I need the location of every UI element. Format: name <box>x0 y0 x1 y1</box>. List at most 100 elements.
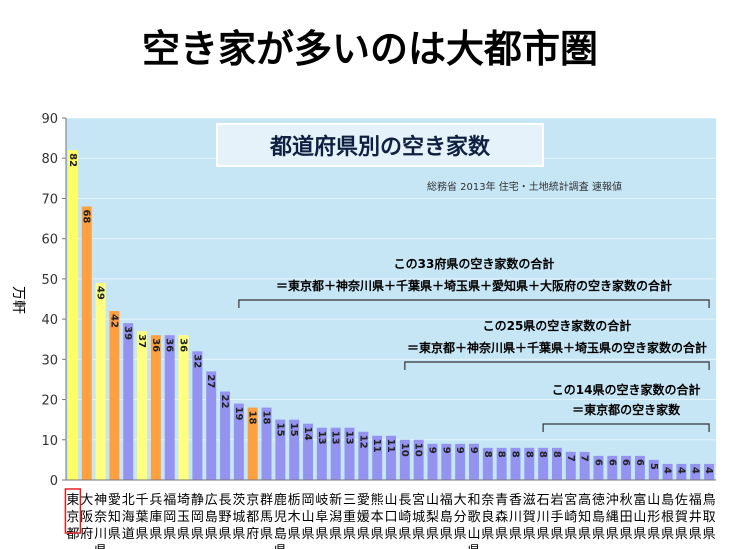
annotation-bracket <box>542 423 710 432</box>
annotation-line2: ＝東京都＋神奈川県＋千葉県＋埼玉県の空き家数の合計 <box>407 340 707 355</box>
x-tick-label: 栃木県 <box>288 493 301 542</box>
x-tick-label: 青森県 <box>495 493 508 542</box>
x-tick-label: 大阪府 <box>80 493 93 542</box>
value-label: 8 <box>482 451 493 458</box>
value-label: 4 <box>675 467 686 474</box>
x-tick-label: 熊本県 <box>371 492 384 542</box>
svg-text:栃木県: 栃木県 <box>288 493 301 542</box>
x-tick-label: 茨城県 <box>232 493 245 542</box>
svg-text:神奈川県: 神奈川県 <box>94 493 107 549</box>
bar-鳥取県 <box>704 463 715 480</box>
x-tick-label: 岐阜県 <box>315 493 328 542</box>
x-tick-label: 山梨県 <box>426 493 439 542</box>
svg-text:茨城県: 茨城県 <box>232 493 245 542</box>
x-tick-label: 広島県 <box>205 493 218 542</box>
bar-大阪府 <box>81 206 92 480</box>
value-label: 8 <box>496 451 507 458</box>
x-tick-label: 愛知県 <box>108 493 121 542</box>
svg-text:静岡県: 静岡県 <box>191 493 204 542</box>
y-tick-label: 80 <box>41 152 58 167</box>
svg-text:沖縄県: 沖縄県 <box>606 493 619 542</box>
value-label: 15 <box>274 423 285 437</box>
svg-text:宮城県: 宮城県 <box>412 492 425 542</box>
bar-東京都 <box>67 150 78 480</box>
x-tick-label: 奈良県 <box>481 493 494 542</box>
value-label: 9 <box>440 447 451 454</box>
x-tick-label: 新潟県 <box>329 492 342 542</box>
svg-text:埼玉県: 埼玉県 <box>177 493 190 542</box>
svg-text:兵庫県: 兵庫県 <box>149 493 162 542</box>
x-tick-label: 香川県 <box>509 493 522 542</box>
source-note: 総務省 2013年 住宅・土地統計調査 速報値 <box>427 180 622 193</box>
value-label: 37 <box>136 334 147 348</box>
bar-山形県 <box>648 459 659 480</box>
annotation-1: この33府県の空き家数の合計 ＝東京都＋神奈川県＋千葉県＋埼玉県＋愛知県＋大阪府の… <box>238 256 710 308</box>
value-label: 7 <box>565 455 576 462</box>
highlight-box <box>64 488 82 534</box>
value-label: 13 <box>316 431 327 445</box>
svg-text:千葉県: 千葉県 <box>136 493 149 542</box>
y-tick-label: 60 <box>41 233 58 248</box>
annotation-bracket <box>404 361 710 370</box>
bar-高知県 <box>579 451 590 480</box>
x-tick-label: 鹿児島県 <box>274 492 287 549</box>
svg-text:福島県: 福島県 <box>440 493 453 542</box>
bar-鹿児島県 <box>275 419 286 480</box>
bar-岐阜県 <box>316 427 327 480</box>
value-label: 18 <box>247 411 258 425</box>
y-tick-label: 40 <box>41 313 58 328</box>
svg-text:東京都: 東京都 <box>66 492 79 542</box>
bar-奈良県 <box>482 447 493 480</box>
svg-text:岐阜県: 岐阜県 <box>315 493 328 542</box>
bar-島根県 <box>662 463 673 480</box>
value-label: 13 <box>344 431 355 445</box>
bar-愛媛県 <box>358 431 369 480</box>
page-title: 空き家が多いのは大都市圏 <box>142 27 598 71</box>
bar-滋賀県 <box>524 447 535 480</box>
value-label: 13 <box>330 431 341 445</box>
y-tick-label: 70 <box>41 192 58 207</box>
value-label: 82 <box>67 153 78 167</box>
annotation-line2: ＝東京都＋神奈川県＋千葉県＋埼玉県＋愛知県＋大阪府の空き家数の合計 <box>276 278 672 293</box>
svg-text:石川県: 石川県 <box>537 493 550 542</box>
svg-text:群馬県: 群馬県 <box>260 493 273 542</box>
bar-香川県 <box>510 447 521 480</box>
bar-佐賀県 <box>676 463 687 480</box>
bar-沖縄県 <box>607 455 618 480</box>
svg-text:長野県: 長野県 <box>219 493 232 542</box>
x-tick-label: 富山県 <box>633 492 646 542</box>
bar-宮崎県 <box>565 451 576 480</box>
bar-大分県 <box>455 443 466 480</box>
x-tick-label: 静岡県 <box>191 493 204 542</box>
svg-text:富山県: 富山県 <box>633 492 646 542</box>
x-tick-label: 北海道 <box>122 493 135 542</box>
svg-text:三重県: 三重県 <box>343 493 356 542</box>
svg-text:長崎県: 長崎県 <box>398 493 411 542</box>
bar-愛知県 <box>109 311 120 480</box>
x-tick-label: 徳島県 <box>592 493 605 542</box>
annotation-3: この14県の空き家数の合計 ＝東京都の空き家数 <box>542 382 710 432</box>
value-label: 27 <box>205 374 216 388</box>
x-tick-label: 福島県 <box>440 493 453 542</box>
x-tick-label: 高知県 <box>578 492 591 542</box>
bar-秋田県 <box>621 455 632 480</box>
svg-text:香川県: 香川県 <box>509 493 522 542</box>
value-label: 39 <box>122 326 133 340</box>
value-label: 10 <box>413 443 424 457</box>
svg-text:鳥取県: 鳥取県 <box>703 493 716 542</box>
value-label: 8 <box>551 451 562 458</box>
y-tick-label: 30 <box>41 353 58 368</box>
value-label: 6 <box>606 459 617 466</box>
x-tick-label: 鳥取県 <box>703 493 716 542</box>
chart-title: 都道府県別の空き家数 <box>269 134 491 160</box>
value-label: 22 <box>219 395 230 409</box>
plot-area <box>66 118 716 480</box>
svg-text:佐賀県: 佐賀県 <box>675 493 688 542</box>
svg-text:京都府: 京都府 <box>246 493 259 542</box>
svg-text:高知県: 高知県 <box>578 492 591 542</box>
bar-新潟県 <box>330 427 341 480</box>
y-tick-label: 0 <box>50 474 58 489</box>
annotation-line1: この14県の空き家数の合計 <box>552 382 701 397</box>
svg-text:新潟県: 新潟県 <box>329 492 342 542</box>
value-label: 32 <box>191 354 202 368</box>
